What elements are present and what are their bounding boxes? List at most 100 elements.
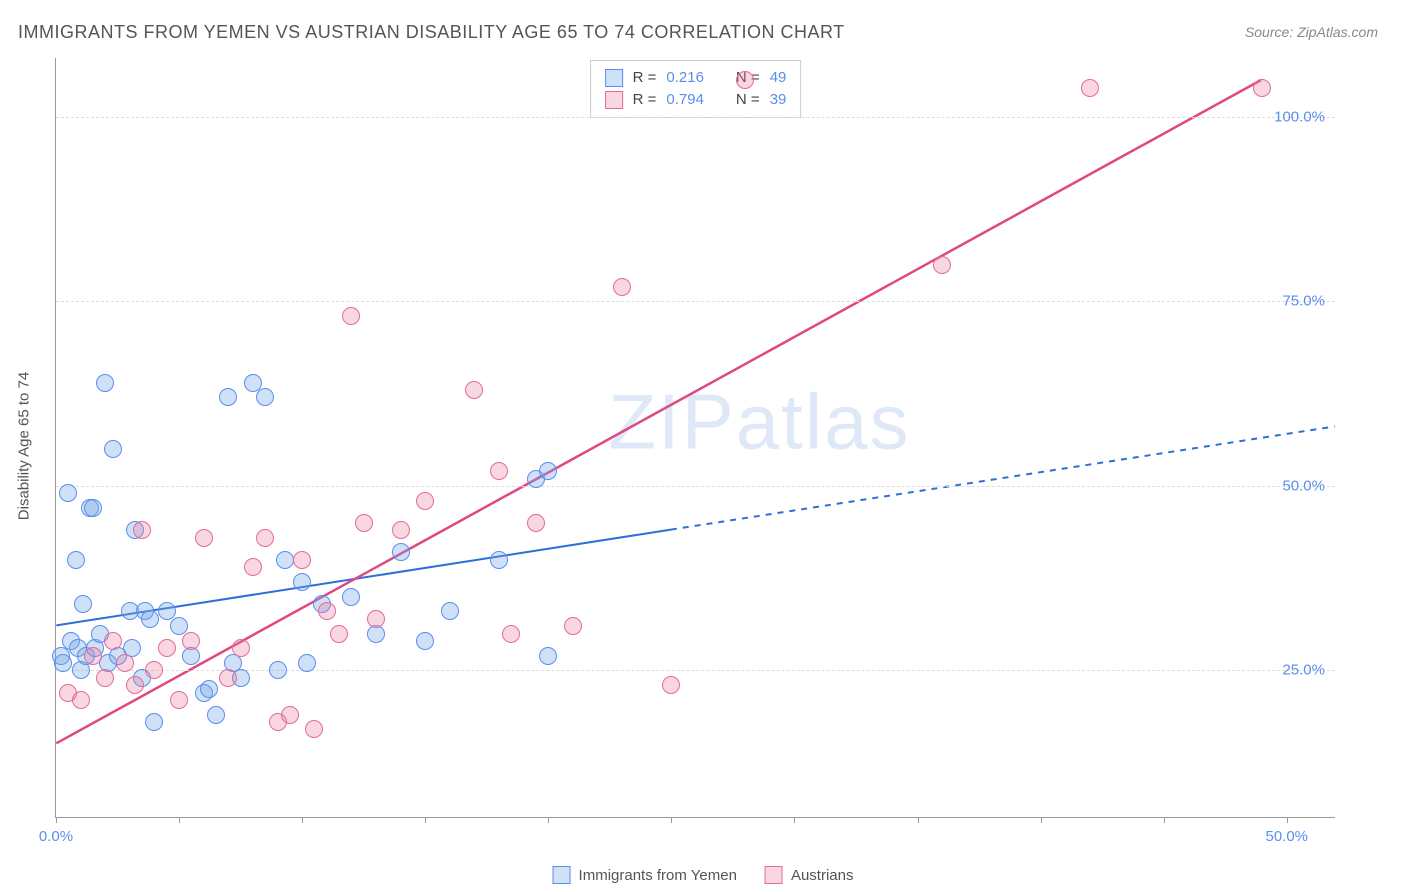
scatter-point — [116, 654, 134, 672]
scatter-point — [256, 529, 274, 547]
scatter-point — [933, 256, 951, 274]
r-value: 0.794 — [666, 89, 704, 111]
scatter-point — [441, 602, 459, 620]
scatter-point — [539, 647, 557, 665]
scatter-point — [182, 632, 200, 650]
legend-item: Austrians — [765, 866, 854, 884]
scatter-point — [126, 676, 144, 694]
scatter-point — [416, 492, 434, 510]
scatter-point — [281, 706, 299, 724]
scatter-point — [219, 388, 237, 406]
scatter-point — [145, 713, 163, 731]
x-tick-mark — [302, 817, 303, 823]
x-tick-mark — [179, 817, 180, 823]
scatter-point — [232, 639, 250, 657]
scatter-point — [141, 610, 159, 628]
chart-source: Source: ZipAtlas.com — [1245, 24, 1378, 40]
legend-label: Austrians — [791, 867, 854, 884]
r-value: 0.216 — [666, 67, 704, 89]
x-tick-mark — [918, 817, 919, 823]
trendline-extrapolated — [671, 426, 1335, 529]
scatter-point — [564, 617, 582, 635]
scatter-point — [195, 529, 213, 547]
n-value: 49 — [770, 67, 787, 89]
y-tick-label: 100.0% — [1274, 109, 1325, 126]
x-tick-mark — [425, 817, 426, 823]
chart-title: IMMIGRANTS FROM YEMEN VS AUSTRIAN DISABI… — [18, 22, 845, 43]
scatter-point — [133, 521, 151, 539]
scatter-point — [170, 691, 188, 709]
scatter-point — [104, 632, 122, 650]
scatter-point — [539, 462, 557, 480]
scatter-point — [355, 514, 373, 532]
scatter-point — [305, 720, 323, 738]
legend-label: Immigrants from Yemen — [579, 867, 737, 884]
x-tick-mark — [794, 817, 795, 823]
watermark: ZIPatlas — [608, 377, 910, 468]
stats-legend-row: R =0.216N =49 — [605, 67, 787, 89]
scatter-point — [84, 647, 102, 665]
n-label: N = — [736, 89, 760, 111]
scatter-point — [416, 632, 434, 650]
scatter-point — [662, 676, 680, 694]
scatter-point — [298, 654, 316, 672]
stats-legend: R =0.216N =49R =0.794N =39 — [590, 60, 802, 118]
scatter-point — [74, 595, 92, 613]
gridline — [56, 486, 1335, 487]
scatter-point — [84, 499, 102, 517]
gridline — [56, 117, 1335, 118]
scatter-point — [244, 558, 262, 576]
r-label: R = — [633, 67, 657, 89]
scatter-point — [158, 639, 176, 657]
scatter-point — [96, 669, 114, 687]
scatter-point — [613, 278, 631, 296]
scatter-point — [67, 551, 85, 569]
gridline — [56, 301, 1335, 302]
scatter-point — [490, 551, 508, 569]
scatter-point — [269, 661, 287, 679]
scatter-point — [59, 484, 77, 502]
scatter-point — [219, 669, 237, 687]
legend-swatch — [553, 866, 571, 884]
scatter-point — [367, 610, 385, 628]
scatter-point — [465, 381, 483, 399]
y-tick-label: 50.0% — [1282, 477, 1325, 494]
scatter-point — [293, 573, 311, 591]
legend-item: Immigrants from Yemen — [553, 866, 737, 884]
x-tick-mark — [1287, 817, 1288, 823]
series-legend: Immigrants from Yemen Austrians — [553, 866, 854, 884]
x-tick-mark — [1041, 817, 1042, 823]
n-value: 39 — [770, 89, 787, 111]
scatter-point — [200, 680, 218, 698]
scatter-point — [392, 521, 410, 539]
x-tick-mark — [548, 817, 549, 823]
x-tick-label: 50.0% — [1265, 828, 1308, 845]
legend-swatch — [765, 866, 783, 884]
scatter-point — [96, 374, 114, 392]
scatter-point — [256, 388, 274, 406]
y-tick-label: 75.0% — [1282, 293, 1325, 310]
r-label: R = — [633, 89, 657, 111]
legend-swatch — [605, 91, 623, 109]
scatter-point — [72, 691, 90, 709]
x-tick-mark — [671, 817, 672, 823]
gridline — [56, 670, 1335, 671]
scatter-point — [736, 71, 754, 89]
scatter-point — [145, 661, 163, 679]
scatter-point — [527, 514, 545, 532]
scatter-point — [502, 625, 520, 643]
scatter-point — [342, 307, 360, 325]
scatter-point — [318, 602, 336, 620]
scatter-point — [342, 588, 360, 606]
scatter-point — [54, 654, 72, 672]
y-axis-label: Disability Age 65 to 74 — [16, 372, 33, 520]
trendlines-svg — [56, 58, 1335, 817]
chart-container: IMMIGRANTS FROM YEMEN VS AUSTRIAN DISABI… — [0, 0, 1406, 892]
scatter-point — [293, 551, 311, 569]
scatter-point — [104, 440, 122, 458]
scatter-point — [330, 625, 348, 643]
y-tick-label: 25.0% — [1282, 662, 1325, 679]
x-tick-label: 0.0% — [39, 828, 73, 845]
scatter-point — [392, 543, 410, 561]
scatter-point — [490, 462, 508, 480]
